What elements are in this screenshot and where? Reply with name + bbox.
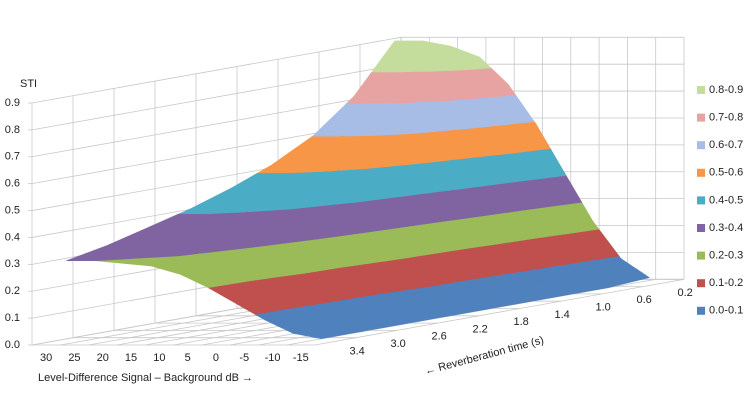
z-tick-label: 0.5 (5, 204, 20, 216)
depth-tick-label: 1.4 (555, 309, 570, 321)
legend: 0.0-0.1 0.1-0.2 0.2-0.3 0.3-0.4 0.4-0.5 0.5-0… (697, 84, 743, 317)
x-tick-label: -5 (239, 352, 249, 364)
depth-tick-label: 1.8 (514, 316, 529, 328)
x-tick-label: -10 (265, 352, 281, 364)
x-tick-label: 30 (40, 352, 52, 364)
depth-tick-label: 0.6 (637, 294, 652, 306)
surface-patch (371, 40, 424, 73)
depth-tick-label: 3.0 (391, 338, 406, 350)
z-tick-label: 0.4 (5, 231, 20, 243)
depth-tick-label: 3.4 (350, 345, 365, 357)
x-axis-title: Level-Difference Signal – Background dB … (38, 372, 253, 384)
floor-line (314, 278, 685, 346)
legend-swatch (697, 251, 705, 260)
surface-patch (66, 245, 137, 261)
legend-swatch (697, 306, 705, 315)
z-tick-label: 0.1 (5, 312, 20, 324)
legend-swatch (697, 279, 705, 288)
x-tick-label: 15 (125, 352, 137, 364)
surface-patch (256, 164, 301, 174)
grid-line (31, 36, 402, 104)
x-tick-label: 25 (68, 352, 80, 364)
legend-label: 0.6-0.7 (709, 139, 743, 151)
legend-swatch (697, 113, 705, 122)
surface-patch (179, 208, 219, 215)
z-axis-title: STI (20, 78, 37, 90)
z-tick-label: 0.8 (5, 124, 20, 136)
legend-label: 0.3-0.4 (709, 222, 743, 234)
x-tick-label: 0 (213, 352, 219, 364)
z-tick-label: 0.6 (5, 178, 20, 190)
legend-label: 0.8-0.9 (709, 84, 743, 96)
legend-swatch (697, 196, 705, 205)
depth-tick-label: 2.2 (473, 323, 488, 335)
labels: 0.0 0.1 0.2 0.3 0.4 0.5 0.6 0.7 0.8 0.9 30 25 20 15 10… (5, 97, 693, 364)
z-tick-label: 0.2 (5, 285, 20, 297)
z-tick-label: 0.3 (5, 258, 20, 270)
legend-label: 0.4-0.5 (709, 194, 743, 206)
x-tick-label: 20 (97, 352, 109, 364)
legend-swatch (697, 224, 705, 232)
surface-patch (346, 96, 384, 104)
z-tick-label: 0.0 (5, 339, 20, 351)
surface-patch (107, 226, 178, 246)
legend-label: 0.1-0.2 (709, 277, 743, 289)
legend-swatch (697, 168, 705, 177)
legend-swatch (697, 86, 705, 94)
x-tick-label: -15 (293, 352, 309, 364)
legend-label: 0.0-0.1 (709, 305, 743, 317)
grid-line (31, 63, 402, 131)
z-tick-label: 0.9 (5, 97, 20, 109)
legend-label: 0.5-0.6 (709, 167, 743, 179)
depth-tick-label: 1.0 (596, 301, 611, 313)
x-tick-label: 10 (153, 352, 165, 364)
legend-swatch (697, 141, 705, 150)
depth-tick-label: 2.6 (432, 331, 447, 343)
legend-label: 0.2-0.3 (709, 250, 743, 262)
x-tick-label: 5 (185, 352, 191, 364)
depth-tick-label: 0.2 (678, 287, 693, 299)
grid-line (31, 90, 402, 158)
surface (66, 40, 650, 339)
z-tick-label: 0.7 (5, 151, 20, 163)
surface-patch (189, 188, 260, 210)
legend-label: 0.7-0.8 (709, 112, 743, 124)
